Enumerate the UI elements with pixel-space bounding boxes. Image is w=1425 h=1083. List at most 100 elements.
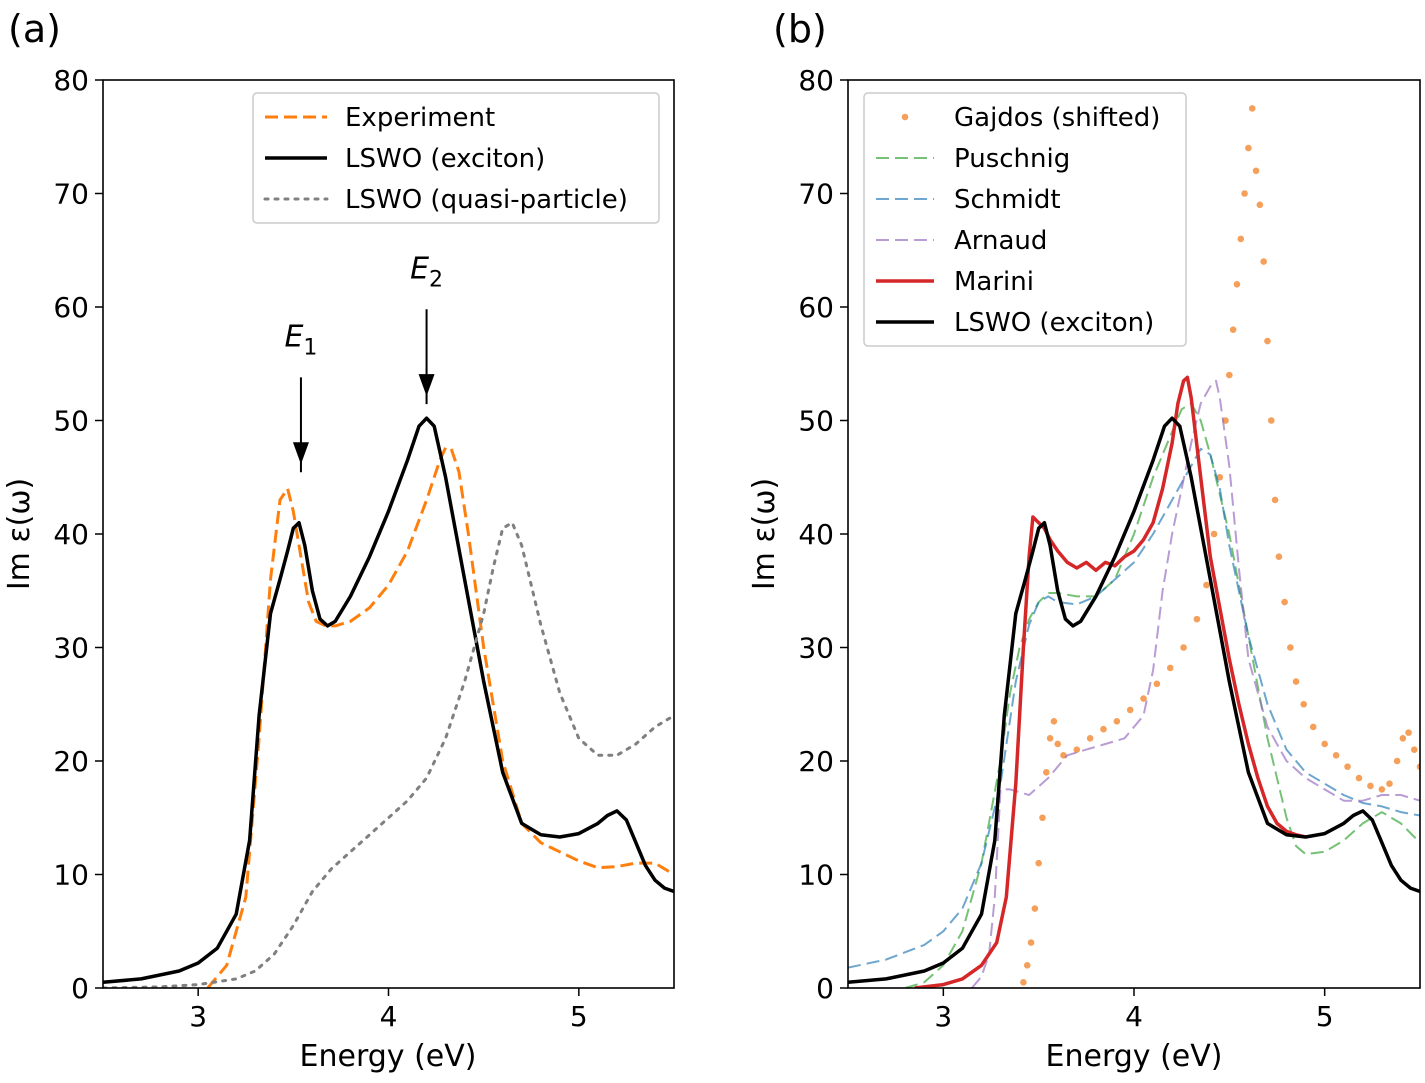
y-tick-label: 60 <box>53 291 89 324</box>
data-point <box>1260 258 1267 265</box>
data-point <box>1233 281 1241 288</box>
series-marini <box>914 375 1306 988</box>
data-point <box>1416 763 1420 770</box>
legend-item-marini: Marini <box>876 267 1034 297</box>
data-point <box>1267 417 1275 424</box>
data-point <box>1023 962 1031 969</box>
data-point <box>1332 752 1340 759</box>
data-point <box>1100 725 1107 733</box>
data-point <box>1241 190 1248 197</box>
y-tick-label: 40 <box>798 518 834 551</box>
x-tick-label: 4 <box>380 1000 398 1033</box>
data-point <box>1386 780 1393 787</box>
annotation-e2: E2 <box>410 252 443 405</box>
legend-box <box>863 92 1187 347</box>
annotation-arrow-head <box>292 442 309 465</box>
data-point <box>1216 473 1224 481</box>
panel-b-series-group <box>848 105 1420 988</box>
data-point <box>1153 680 1161 688</box>
annotation-arrow-head <box>418 374 435 397</box>
data-point <box>1226 371 1233 379</box>
x-tick-label: 5 <box>570 1000 588 1033</box>
data-point <box>1321 740 1328 748</box>
legend-item-gajdos-shifted: Gajdos (shifted) <box>901 103 1160 133</box>
data-point <box>1252 167 1260 175</box>
y-tick-label: 80 <box>53 64 89 97</box>
data-point <box>1113 717 1121 725</box>
data-point <box>1039 814 1046 822</box>
data-point <box>1126 706 1134 714</box>
y-tick-label: 10 <box>53 859 89 892</box>
data-point <box>1378 786 1386 793</box>
series-schmidt <box>848 447 1420 969</box>
y-tick-label: 10 <box>798 859 834 892</box>
legend-item-puschnig: Puschnig <box>876 144 1070 174</box>
legend-label: Arnaud <box>954 226 1047 256</box>
y-tick-label: 70 <box>53 178 89 211</box>
series-arnaud <box>971 379 1420 988</box>
legend-item-lswo-exciton: LSWO (exciton) <box>265 144 545 174</box>
y-tick-label: 0 <box>71 972 89 1005</box>
series-lswo-exciton <box>103 416 674 985</box>
panel-b-y-axis-label: Im ε(ω) <box>747 478 782 590</box>
legend-label: Experiment <box>345 103 495 133</box>
legend-item-lswo-quasi-particle: LSWO (quasi-particle) <box>263 185 628 215</box>
y-tick-label: 60 <box>798 291 834 324</box>
legend-label: LSWO (exciton) <box>345 144 545 174</box>
data-point <box>1264 337 1271 345</box>
data-point <box>1256 201 1264 209</box>
data-point <box>1399 735 1407 742</box>
panel-a-y-axis-label: Im ε(ω) <box>2 478 37 590</box>
y-tick-label: 0 <box>816 972 834 1005</box>
legend-label: Puschnig <box>954 144 1070 174</box>
y-tick-label: 80 <box>798 64 834 97</box>
data-point <box>1166 664 1174 672</box>
data-point <box>1309 723 1317 731</box>
panel-a-series-group <box>103 416 674 988</box>
panel-a: (a) 0 10 20 30 40 50 60 70 80 3 4 5 E1 E2 Energy (eV… <box>2 7 675 1074</box>
data-point <box>1042 769 1050 776</box>
data-point <box>1287 644 1294 651</box>
y-tick-label: 20 <box>798 745 834 778</box>
data-point <box>1073 746 1081 753</box>
annotation-e1: E1 <box>284 320 317 473</box>
panel-a-x-axis-label: Energy (eV) <box>300 1039 477 1074</box>
annotation-label: E1 <box>284 320 317 361</box>
x-tick-label: 5 <box>1316 1000 1334 1033</box>
y-tick-label: 30 <box>53 632 89 665</box>
data-point <box>1237 235 1245 243</box>
legend-item-experiment: Experiment <box>265 103 495 133</box>
y-tick-label: 50 <box>798 405 834 438</box>
data-point <box>1193 615 1201 623</box>
panel-a-label: (a) <box>8 7 61 51</box>
y-tick-label: 50 <box>53 405 89 438</box>
y-tick-label: 30 <box>798 632 834 665</box>
data-point <box>1140 695 1147 702</box>
panel-b-label: (b) <box>773 7 827 51</box>
x-tick-label: 3 <box>189 1000 207 1033</box>
data-point <box>1054 740 1062 748</box>
series-experiment <box>206 446 674 988</box>
y-tick-label: 20 <box>53 745 89 778</box>
panel-b-x-axis-label: Energy (eV) <box>1046 1039 1223 1074</box>
panel-b: (b) 0 10 20 30 40 50 60 70 80 3 4 5 Energy (eV) Im … <box>747 7 1421 1074</box>
y-tick-label: 40 <box>53 518 89 551</box>
panel-b-legend: Gajdos (shifted) Puschnig Schmidt Arnaud Mar… <box>863 92 1187 347</box>
data-point <box>1245 144 1252 152</box>
data-point <box>1300 700 1307 708</box>
panel-b-ticks: 0 10 20 30 40 50 60 70 80 3 4 5 <box>798 64 1333 1033</box>
series-gajdos-shifted <box>1020 105 1420 986</box>
series-lswo-quasi-particle <box>103 521 674 988</box>
legend-label: Gajdos (shifted) <box>954 103 1160 133</box>
x-tick-label: 3 <box>934 1000 952 1033</box>
data-point <box>1020 979 1027 986</box>
data-point <box>1050 717 1058 725</box>
legend-item-schmidt: Schmidt <box>876 185 1061 215</box>
data-point <box>1344 763 1351 770</box>
data-point <box>1229 326 1237 334</box>
data-point <box>1203 581 1210 589</box>
x-tick-label: 4 <box>1125 1000 1143 1033</box>
data-point <box>1405 729 1412 736</box>
